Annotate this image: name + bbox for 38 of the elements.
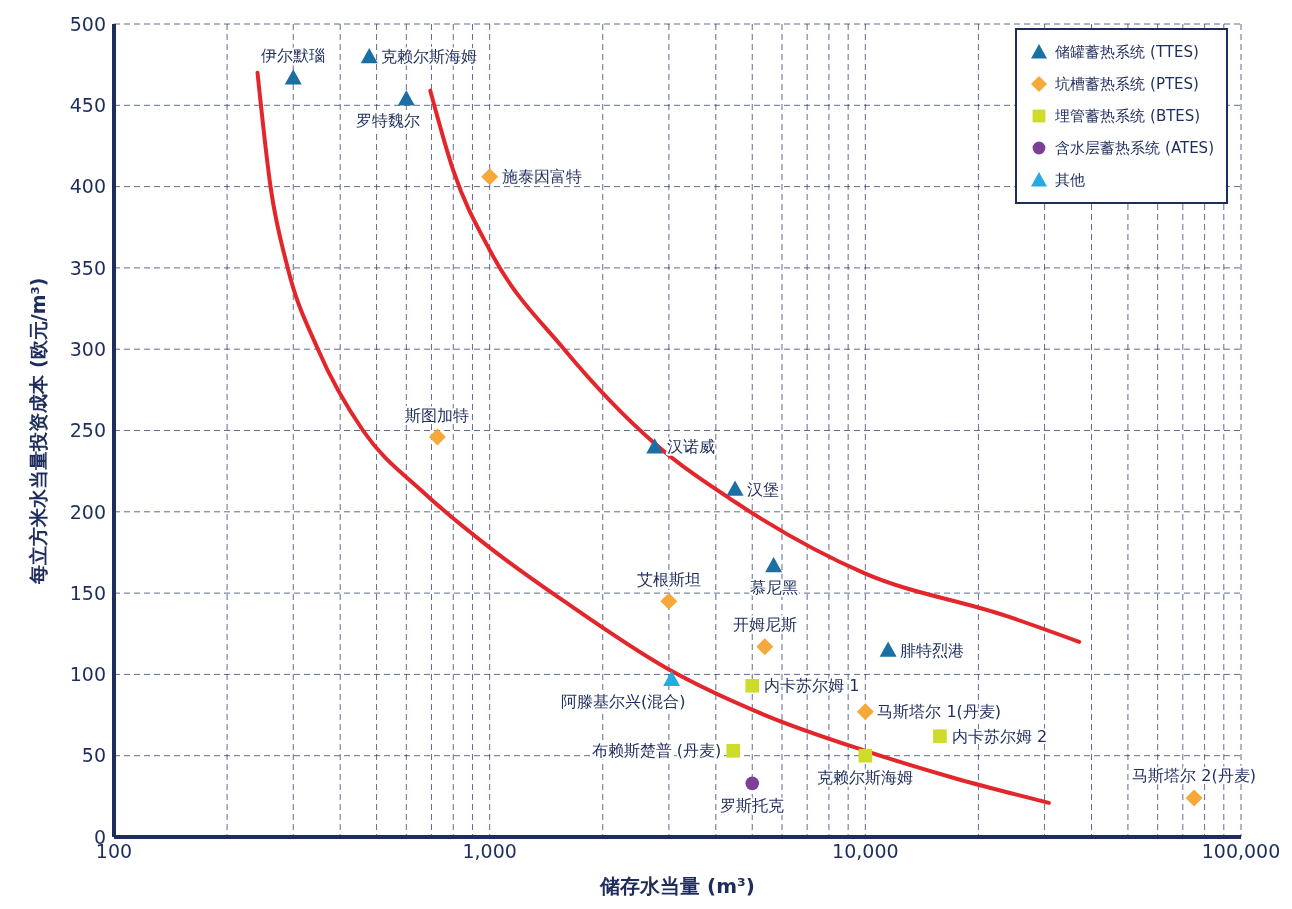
y-tick-label: 150 xyxy=(69,581,106,604)
annotation: 汉堡 xyxy=(747,479,780,499)
y-tick-label: 400 xyxy=(69,175,106,198)
legend-label: 储罐蓄热系统 (TTES) xyxy=(1055,42,1199,62)
x-tick-label: 10,000 xyxy=(832,840,899,863)
legend-label: 埋管蓄热系统 (BTES) xyxy=(1055,106,1201,126)
y-tick-label: 250 xyxy=(69,419,106,442)
legend-label: 坑槽蓄热系统 (PTES) xyxy=(1055,74,1199,94)
annotation: 内卡苏尔姆 2 xyxy=(951,726,1048,746)
y-axis-title: 每立方米水当量投资成本 (欧元/m³) xyxy=(26,277,49,585)
x-axis-title: 储存水当量 (m³) xyxy=(599,874,755,898)
y-tick-label: 100 xyxy=(69,663,106,686)
y-tick-label: 450 xyxy=(69,94,106,117)
legend-label: 含水层蓄热系统 (ATES) xyxy=(1055,138,1214,158)
annotation: 汉诺威 xyxy=(666,437,715,457)
annotation: 罗斯托克 xyxy=(720,795,785,815)
y-tick-label: 50 xyxy=(81,744,106,767)
annotation: 克赖尔斯海姆 xyxy=(817,768,914,788)
legend-label: 其他 xyxy=(1055,170,1086,190)
annotation: 马斯塔尔 1(丹麦) xyxy=(877,702,1002,722)
annotation: 开姆尼斯 xyxy=(732,615,797,635)
x-tick-label: 100,000 xyxy=(1201,840,1281,863)
annotation: 内卡苏尔姆 1 xyxy=(764,676,860,696)
annotation: 腓特烈港 xyxy=(900,640,965,660)
annotation: 伊尔默瑙 xyxy=(261,46,326,66)
y-tick-label: 350 xyxy=(69,256,106,279)
annotation: 克赖尔斯海姆 xyxy=(381,47,478,67)
y-tick-label: 300 xyxy=(69,337,106,360)
annotation: 阿滕基尔兴(混合) xyxy=(561,691,686,711)
annotation: 斯图加特 xyxy=(405,405,470,425)
y-tick-label: 200 xyxy=(69,500,106,523)
annotation: 艾根斯坦 xyxy=(636,569,701,589)
y-tick-label: 500 xyxy=(69,12,106,35)
annotation: 罗特魏尔 xyxy=(356,111,421,131)
x-tick-label: 1,000 xyxy=(462,840,517,863)
annotation: 马斯塔尔 2(丹麦) xyxy=(1132,766,1256,786)
annotation: 施泰因富特 xyxy=(501,167,582,187)
annotation: 慕尼黑 xyxy=(749,577,798,597)
